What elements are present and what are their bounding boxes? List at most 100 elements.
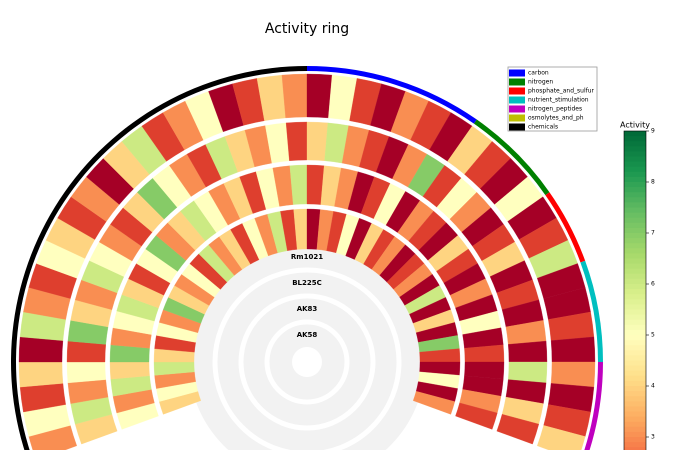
ring-cell [281,73,308,119]
ring-label: BL225C [292,279,322,287]
colorbar-cell [624,380,646,387]
colorbar-cell [624,309,646,316]
colorbar-cell [624,176,646,183]
colorbar-cell [624,248,646,254]
colorbar-cell [624,360,646,367]
ring-cell [412,391,455,415]
colorbar-cell [624,258,646,265]
ring-cell [66,361,106,384]
legend-swatch [509,123,525,131]
colorbar-cell [624,166,646,173]
ring-cell [306,121,329,161]
legend-label: carbon [528,70,549,77]
colorbar-cell [624,386,646,392]
colorbar-cell [624,350,646,356]
ring-cell [18,336,64,363]
colorbar-cell [624,391,646,397]
colorbar-cell [624,227,646,234]
category-arc [545,192,586,263]
colorbar-cell [624,299,646,305]
colorbar-cell [624,319,646,326]
legend-swatch [509,96,525,104]
legend-label: chemicals [528,124,558,131]
colorbar-cell [624,146,646,152]
ring-cell [18,361,64,388]
colorbar-cell [624,416,646,423]
colorbar-tick-label: 4 [651,383,655,390]
colorbar-cell [624,187,646,193]
colorbar-cell [624,426,646,433]
ring-cell [550,336,596,363]
colorbar-cell [624,406,646,412]
colorbar-cell [624,447,646,450]
colorbar-cell [624,268,646,275]
colorbar-cell [624,233,646,239]
legend-label: nitrogen_peptides [528,106,582,113]
legend-label: nitrogen [528,79,553,86]
colorbar-cell [624,431,646,438]
colorbar-cell [624,335,646,341]
colorbar-cell [624,375,646,382]
colorbar-cell [624,329,646,336]
colorbar-cell [624,365,646,372]
colorbar-tick-label: 7 [651,230,655,237]
colorbar-tick-label: 3 [651,434,655,441]
colorbar-cell [624,156,646,163]
category-arc [473,119,550,196]
colorbar-cell [624,243,646,249]
colorbar-cell [624,284,646,290]
colorbar-cell [624,340,646,346]
colorbar-cell [624,202,646,208]
colorbar-tick-label: 8 [651,179,655,186]
colorbar-cell [624,442,646,448]
ring-cell [306,73,333,119]
inner-gap [238,293,376,431]
colorbar-cell [624,304,646,310]
inner-hole [292,347,322,377]
colorbar-cell [624,421,646,428]
ring-cell [285,121,308,161]
colorbar-tick-label: 5 [651,332,655,339]
colorbar-cell [624,345,646,351]
colorbar-cell [624,141,646,147]
colorbar-cell [624,289,646,295]
chart-title: Activity ring [265,21,349,37]
colorbar [623,130,647,450]
colorbar-cell [624,253,646,259]
colorbar-cell [624,294,646,300]
ring-label: AK58 [297,331,318,339]
colorbar-cell [624,212,646,219]
legend-swatch [509,69,525,77]
colorbar-cell [624,273,646,280]
ring-cell [537,425,586,450]
colorbar-cell [624,182,646,188]
colorbar-cell [624,263,646,270]
colorbar-cell [624,207,646,214]
ring-label: AK83 [297,305,318,313]
colorbar-cell [624,217,646,224]
colorbar-cell [624,401,646,407]
legend-swatch [509,78,525,86]
colorbar-cell [624,437,646,443]
colorbar-cell [624,161,646,168]
ring-cell [496,414,540,445]
ring-cell [66,340,106,363]
colorbar-cell [624,197,646,203]
colorbar-label: Activity [620,121,650,130]
ring-cell [508,361,548,384]
colorbar-cell [624,222,646,229]
colorbar-cell [624,370,646,377]
category-arc [580,260,603,362]
colorbar-cell [624,411,646,418]
colorbar-cell [624,238,646,244]
colorbar-cell [624,324,646,331]
legend-label: phosphate_and_sulfur [528,88,595,95]
inner-gap [264,319,350,405]
ring-cell [550,361,596,388]
ring-cell [455,402,498,430]
colorbar-cell [624,314,646,321]
colorbar-cell [624,192,646,198]
colorbar-cell [624,151,646,157]
colorbar-cell [624,396,646,402]
